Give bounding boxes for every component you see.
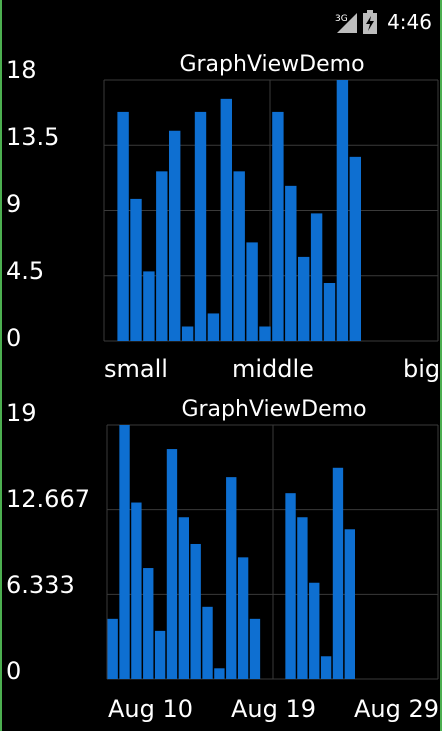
x-tick-label: big — [403, 355, 440, 383]
bar-chart-plot — [103, 79, 439, 342]
y-tick-label: 0 — [6, 657, 22, 685]
status-bar: 3G 4:46 — [0, 0, 442, 44]
signal-3g-icon: 3G — [335, 11, 358, 33]
bar — [297, 517, 308, 679]
bar — [166, 449, 178, 679]
y-tick-label: 0 — [6, 324, 22, 352]
y-tick-label: 18 — [6, 56, 37, 84]
bar — [309, 582, 320, 679]
window-border-left — [0, 0, 2, 731]
bar — [249, 618, 261, 679]
bar — [107, 618, 118, 679]
bar — [237, 557, 249, 679]
bar — [285, 185, 297, 341]
bar — [143, 568, 154, 679]
bar — [285, 493, 296, 679]
bar — [233, 171, 245, 341]
bar — [181, 326, 194, 341]
bar — [320, 656, 332, 679]
bar — [117, 111, 129, 342]
bar — [214, 668, 225, 679]
bar — [349, 156, 361, 341]
bar — [178, 517, 189, 679]
graph-view-top: GraphViewDemo 18 13.5 9 4.5 0 small midd… — [0, 50, 442, 385]
bar — [194, 111, 207, 342]
bar — [246, 242, 258, 341]
bar — [259, 326, 271, 341]
graph-title: GraphViewDemo — [181, 397, 367, 422]
bar — [119, 425, 130, 679]
status-time: 4:46 — [387, 10, 432, 34]
x-tick-label: Aug 19 — [231, 695, 317, 723]
bar — [298, 256, 310, 341]
x-tick-label: small — [104, 355, 168, 383]
bar — [130, 198, 142, 341]
bar — [220, 98, 232, 341]
bar — [310, 213, 323, 341]
battery-charging-icon — [363, 10, 378, 34]
bar — [272, 111, 284, 342]
bar — [190, 543, 201, 679]
x-tick-label: Aug 10 — [108, 695, 194, 723]
bar — [207, 313, 220, 341]
y-tick-label: 19 — [6, 399, 37, 427]
bar-chart-plot — [106, 424, 439, 680]
bar — [226, 477, 237, 679]
graph-view-bottom: GraphViewDemo 19 12.667 6.333 0 Aug 10 A… — [0, 395, 442, 731]
x-tick-label: Aug 29 — [354, 695, 440, 723]
bar — [156, 171, 168, 341]
y-tick-label: 9 — [6, 190, 22, 218]
y-tick-label: 13.5 — [6, 123, 60, 151]
bar — [332, 467, 344, 679]
y-tick-label: 12.667 — [6, 485, 90, 513]
bar — [169, 130, 181, 341]
y-tick-label: 6.333 — [6, 571, 75, 599]
x-tick-label: middle — [232, 355, 314, 383]
bar — [154, 630, 166, 679]
bar — [336, 80, 349, 341]
y-tick-label: 4.5 — [6, 257, 45, 285]
window-border-right — [440, 0, 442, 731]
network-type-label: 3G — [335, 14, 348, 24]
bar — [344, 529, 355, 679]
bar — [131, 502, 142, 679]
bar — [323, 283, 336, 341]
bar — [143, 271, 155, 341]
bar — [202, 606, 213, 679]
graph-title: GraphViewDemo — [179, 52, 365, 77]
